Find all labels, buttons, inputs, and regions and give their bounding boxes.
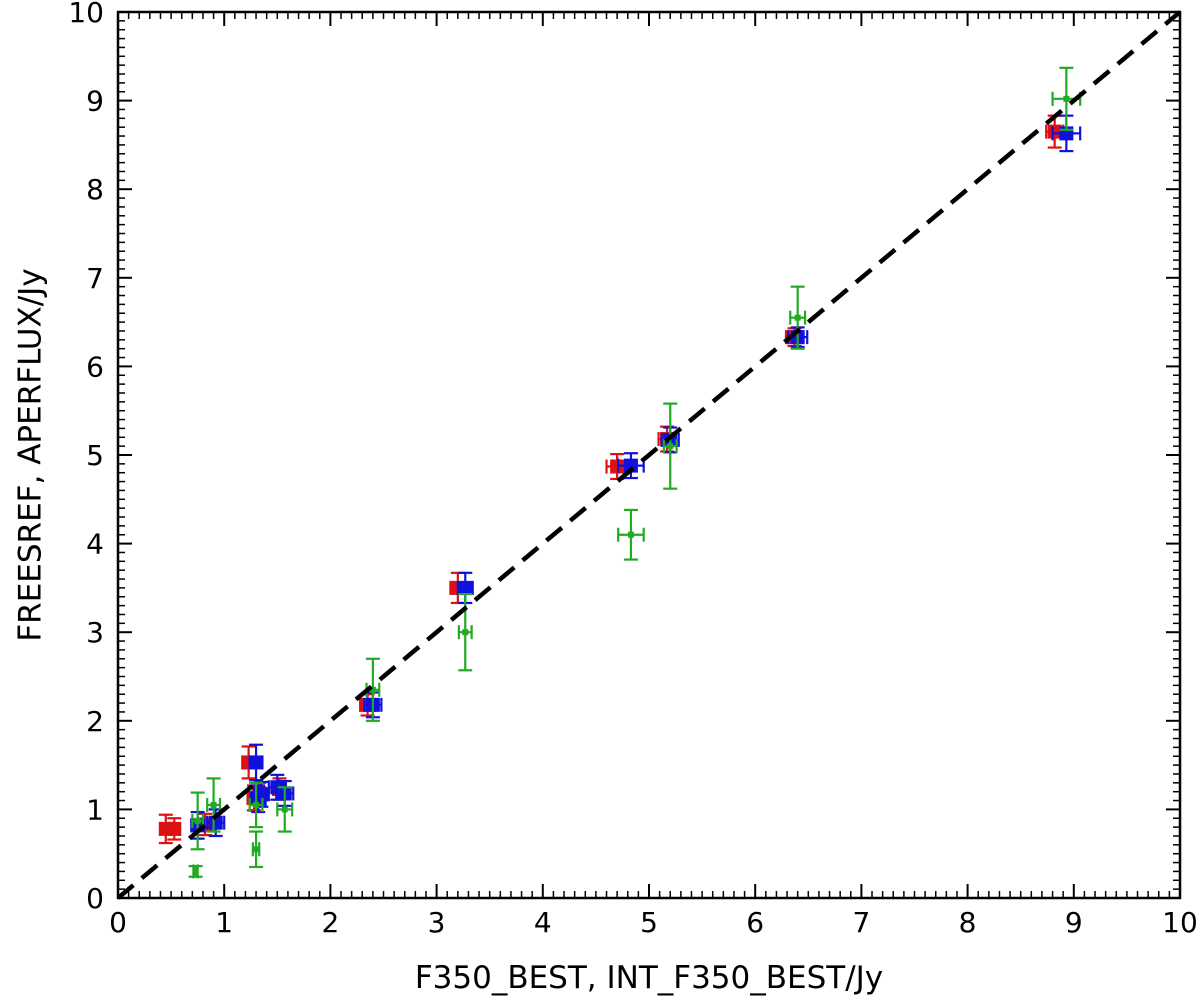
data-marker [167, 821, 182, 836]
data-point [789, 285, 807, 350]
y-tick-label: 8 [86, 173, 104, 206]
data-point [206, 777, 222, 833]
chart-marks [158, 66, 1082, 879]
data-point [188, 864, 203, 879]
data-marker [794, 314, 801, 321]
data-marker [249, 755, 264, 770]
data-marker [253, 801, 260, 808]
x-axis-label: F350_BEST, INT_F350_BEST/Jy [415, 960, 883, 996]
data-marker [281, 806, 288, 813]
data-marker [627, 531, 634, 538]
x-tick-label: 8 [959, 906, 977, 939]
data-marker [192, 868, 199, 875]
x-tick-label: 1 [215, 906, 233, 939]
reference-line-y-equals-x [116, 10, 1182, 900]
data-point [617, 452, 645, 480]
y-tick-label: 10 [68, 0, 104, 29]
data-marker [623, 458, 638, 473]
y-tick-label: 3 [86, 616, 104, 649]
data-point [276, 786, 294, 833]
data-point [617, 508, 645, 561]
y-tick-label: 4 [86, 528, 104, 561]
series-1 [158, 114, 1065, 845]
x-tick-label: 7 [852, 906, 870, 939]
data-marker [462, 629, 469, 636]
data-point [248, 743, 264, 782]
axis-ticks: 0 1 2 3 4 5 6 7 8 9 10 0 1 2 3 4 5 6 7 8 9 10 [68, 0, 1197, 939]
data-marker [458, 580, 473, 595]
series-2 [190, 114, 1082, 840]
data-point [249, 830, 264, 869]
series-3 [188, 66, 1082, 879]
y-tick-label: 0 [86, 882, 104, 915]
data-marker [369, 686, 376, 693]
y-axis-label: FREESREF, APERFLUX/Jy [13, 268, 49, 641]
y-tick-label: 6 [86, 350, 104, 383]
data-marker [1047, 124, 1062, 139]
y-tick-label: 7 [86, 262, 104, 295]
y-tick-label: 2 [86, 705, 104, 738]
data-marker [194, 817, 201, 824]
data-point [457, 593, 473, 672]
x-tick-label: 6 [746, 906, 764, 939]
data-marker [254, 787, 269, 802]
data-marker [208, 815, 223, 830]
data-point [167, 817, 182, 841]
y-tick-label: 5 [86, 439, 104, 472]
data-marker [253, 846, 260, 853]
x-tick-label: 0 [109, 906, 127, 939]
x-tick-label: 2 [321, 906, 339, 939]
x-tick-label: 3 [428, 906, 446, 939]
data-point [248, 781, 264, 829]
data-marker [667, 443, 674, 450]
y-tick-label: 9 [86, 85, 104, 118]
x-tick-label: 9 [1065, 906, 1083, 939]
x-tick-label: 10 [1162, 906, 1198, 939]
data-point [190, 791, 205, 851]
data-point [662, 402, 678, 490]
data-marker [1063, 95, 1070, 102]
x-tick-label: 4 [534, 906, 552, 939]
y-tick-label: 1 [86, 793, 104, 826]
x-tick-label: 5 [640, 906, 658, 939]
data-marker [210, 801, 217, 808]
